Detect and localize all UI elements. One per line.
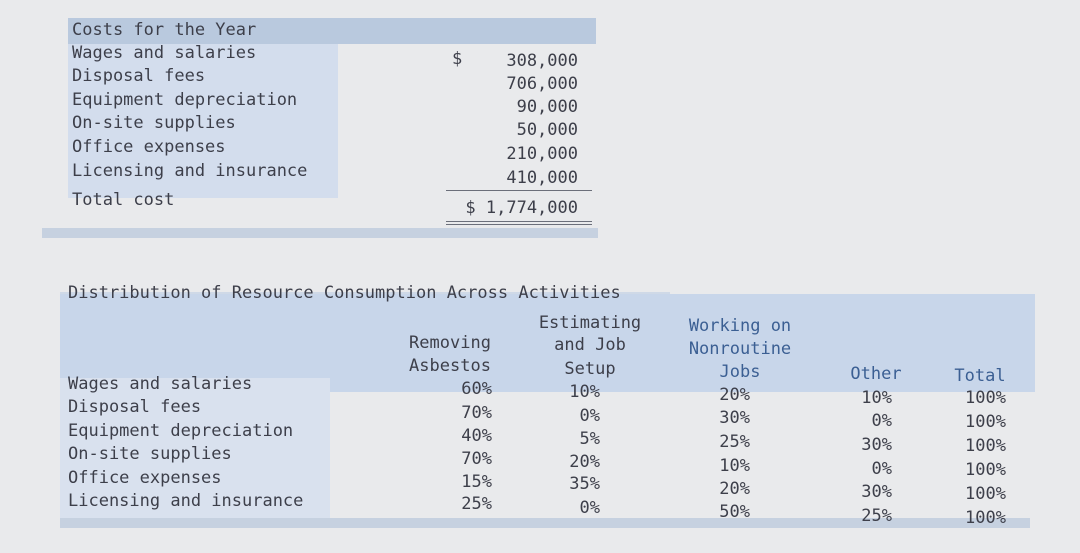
total-label: Total cost	[72, 190, 175, 210]
cell-estimating: 35%	[569, 474, 600, 494]
cost-label: Wages and salaries	[72, 43, 257, 63]
cell-removing: 15%	[461, 472, 492, 492]
cost-label: On-site supplies	[72, 113, 236, 133]
cell-total: 100%	[965, 484, 1006, 504]
total-amount: $ 1,774,000	[465, 198, 578, 218]
total-double-rule-2	[446, 224, 592, 225]
cell-removing: 40%	[461, 426, 492, 446]
cell-total: 100%	[965, 460, 1006, 480]
cell-estimating: 5%	[579, 429, 600, 449]
cost-amount: 706,000	[506, 74, 578, 94]
row-label: Equipment depreciation	[68, 421, 294, 441]
cost-label: Office expenses	[72, 137, 226, 157]
cost-amount: 410,000	[506, 168, 578, 188]
cell-total: 100%	[965, 388, 1006, 408]
cell-total: 100%	[965, 412, 1006, 432]
distribution-bottom-band	[60, 518, 1030, 528]
currency-symbol: $	[452, 49, 463, 69]
subtotal-rule	[446, 190, 592, 191]
total-double-rule-1	[446, 221, 592, 222]
cell-working: 30%	[719, 408, 750, 428]
cell-other: 25%	[861, 506, 892, 526]
row-label: Wages and salaries	[68, 374, 253, 394]
distribution-title: Distribution of Resource Consumption Acr…	[68, 283, 621, 303]
header-estimating-line3: Setup	[564, 359, 616, 379]
cell-estimating: 0%	[579, 406, 600, 426]
cell-total: 100%	[965, 508, 1006, 528]
cell-removing: 60%	[461, 379, 492, 399]
header-other: Other	[850, 364, 902, 384]
distribution-body-band	[60, 378, 330, 520]
cell-working: 10%	[719, 456, 750, 476]
row-label: On-site supplies	[68, 444, 232, 464]
cell-removing: 70%	[461, 449, 492, 469]
cell-estimating: 20%	[569, 452, 600, 472]
cost-amount: 90,000	[516, 97, 578, 117]
costs-title: Costs for the Year	[72, 20, 257, 40]
cell-other: 10%	[861, 388, 892, 408]
cell-working: 25%	[719, 432, 750, 452]
cell-working: 20%	[719, 479, 750, 499]
cell-working: 50%	[719, 502, 750, 522]
costs-band	[68, 44, 338, 198]
cost-amount: 308,000	[506, 51, 578, 71]
cell-estimating: 10%	[569, 382, 600, 402]
cost-amount: 210,000	[506, 144, 578, 164]
cell-removing: 70%	[461, 403, 492, 423]
costs-table: Costs for the Year Wages and salaries Di…	[68, 18, 596, 228]
header-working-line3: Jobs	[719, 362, 761, 382]
header-removing-line2: Asbestos	[409, 356, 491, 376]
row-label: Licensing and insurance	[68, 491, 304, 511]
row-label: Office expenses	[68, 468, 222, 488]
cell-other: 0%	[871, 411, 892, 431]
distribution-table: Distribution of Resource Consumption Acr…	[60, 278, 1070, 553]
cell-estimating: 0%	[579, 498, 600, 518]
cost-amount: 50,000	[516, 120, 578, 140]
header-total: Total	[954, 366, 1006, 386]
header-estimating-line1: Estimating	[538, 313, 642, 333]
cell-other: 0%	[871, 459, 892, 479]
section-divider-band	[42, 228, 598, 238]
header-removing-line1: Removing	[409, 333, 491, 353]
cell-total: 100%	[965, 436, 1006, 456]
header-working-line2: Nonroutine	[688, 339, 792, 359]
header-estimating-line2: and Job	[554, 335, 626, 355]
cost-label: Disposal fees	[72, 66, 206, 86]
cost-label: Equipment depreciation	[72, 90, 298, 110]
header-working-line1: Working on	[688, 316, 792, 336]
cell-other: 30%	[861, 482, 892, 502]
distribution-header-band	[60, 294, 1035, 392]
cell-working: 20%	[719, 385, 750, 405]
cell-removing: 25%	[461, 494, 492, 514]
cost-label: Licensing and insurance	[72, 161, 308, 181]
cell-other: 30%	[861, 435, 892, 455]
costs-header-strip	[68, 18, 596, 44]
row-label: Disposal fees	[68, 397, 202, 417]
